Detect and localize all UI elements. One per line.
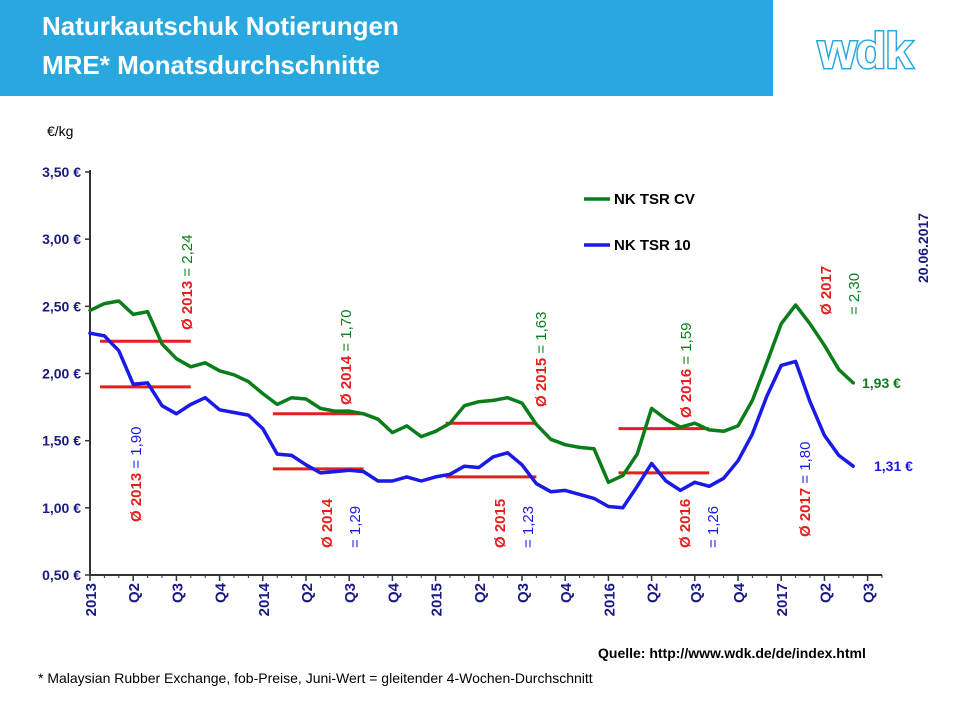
page-title-line2: MRE* Monatsdurchschnitte bbox=[42, 50, 381, 80]
x-tick-label: 2013 bbox=[83, 583, 100, 616]
x-tick-label: 2015 bbox=[429, 583, 446, 616]
y-tick-label: 2,00 € bbox=[42, 366, 81, 382]
average-label-value: = 1,23 bbox=[520, 506, 537, 548]
y-axis-unit: €/kg bbox=[47, 123, 73, 139]
average-label-year: Ø 2015 bbox=[492, 499, 509, 548]
end-label-nk-tsr-10: 1,31 € bbox=[874, 458, 913, 474]
x-tick-label: Q3 bbox=[861, 583, 878, 603]
series-line-nk-tsr-10 bbox=[88, 331, 855, 510]
average-label: Ø 2015 = 1,63 bbox=[533, 312, 550, 408]
average-label-value: = 2,30 bbox=[846, 273, 863, 315]
x-tick-label: 2014 bbox=[256, 582, 273, 616]
footnote: * Malaysian Rubber Exchange, fob-Preise,… bbox=[38, 670, 593, 686]
x-tick-label: Q4 bbox=[213, 582, 230, 603]
x-tick-label: Q4 bbox=[385, 582, 402, 603]
average-label-year: Ø 2016 bbox=[677, 499, 694, 548]
x-tick-label: Q2 bbox=[645, 583, 662, 603]
x-tick-label: 2016 bbox=[601, 583, 618, 616]
legend-label: NK TSR 10 bbox=[614, 237, 691, 254]
average-label-value: = 1,26 bbox=[705, 506, 722, 548]
y-tick-label: 3,50 € bbox=[42, 164, 81, 180]
x-tick-label: Q3 bbox=[169, 583, 186, 603]
average-label: Ø 2013 = 2,24 bbox=[179, 235, 196, 331]
x-tick-label: Q2 bbox=[299, 583, 316, 603]
end-label-nk-tsr-cv: 1,93 € bbox=[862, 375, 901, 391]
legend-label: NK TSR CV bbox=[614, 191, 695, 208]
y-tick-label: 2,50 € bbox=[42, 298, 81, 314]
x-tick-label: Q4 bbox=[558, 582, 575, 603]
logo-text: wdk bbox=[817, 23, 913, 78]
date-label: 20.06.2017 bbox=[915, 213, 931, 283]
average-label-value: = 1,29 bbox=[347, 506, 364, 548]
x-tick-label: Q4 bbox=[731, 582, 748, 603]
y-tick-label: 3,00 € bbox=[42, 231, 81, 247]
average-label: Ø 2014 = 1,70 bbox=[338, 310, 355, 406]
x-tick-label: 2017 bbox=[774, 583, 791, 616]
average-label: Ø 2013 = 1,90 bbox=[128, 427, 145, 523]
wdk-logo: wdk bbox=[815, 22, 915, 78]
average-label: Ø 2016 = 1,59 bbox=[678, 323, 695, 419]
series-line-nk-tsr-cv bbox=[88, 299, 855, 485]
average-label-year: Ø 2017 bbox=[818, 266, 835, 315]
x-tick-label: Q2 bbox=[472, 583, 489, 603]
x-tick-label: Q2 bbox=[126, 583, 143, 603]
header-banner bbox=[0, 0, 773, 96]
x-tick-label: Q3 bbox=[515, 583, 532, 603]
average-label: Ø 2017 = 1,80 bbox=[797, 442, 814, 538]
x-tick-label: Q2 bbox=[817, 583, 834, 603]
y-tick-label: 1,00 € bbox=[42, 500, 81, 516]
y-tick-label: 1,50 € bbox=[42, 433, 81, 449]
y-tick-label: 0,50 € bbox=[42, 567, 81, 583]
x-tick-label: Q3 bbox=[342, 583, 359, 603]
source-label: Quelle: http://www.wdk.de/de/index.html bbox=[598, 645, 866, 661]
page-title-line1: Naturkautschuk Notierungen bbox=[42, 11, 399, 41]
x-tick-label: Q3 bbox=[688, 583, 705, 603]
average-label-year: Ø 2014 bbox=[319, 498, 336, 548]
